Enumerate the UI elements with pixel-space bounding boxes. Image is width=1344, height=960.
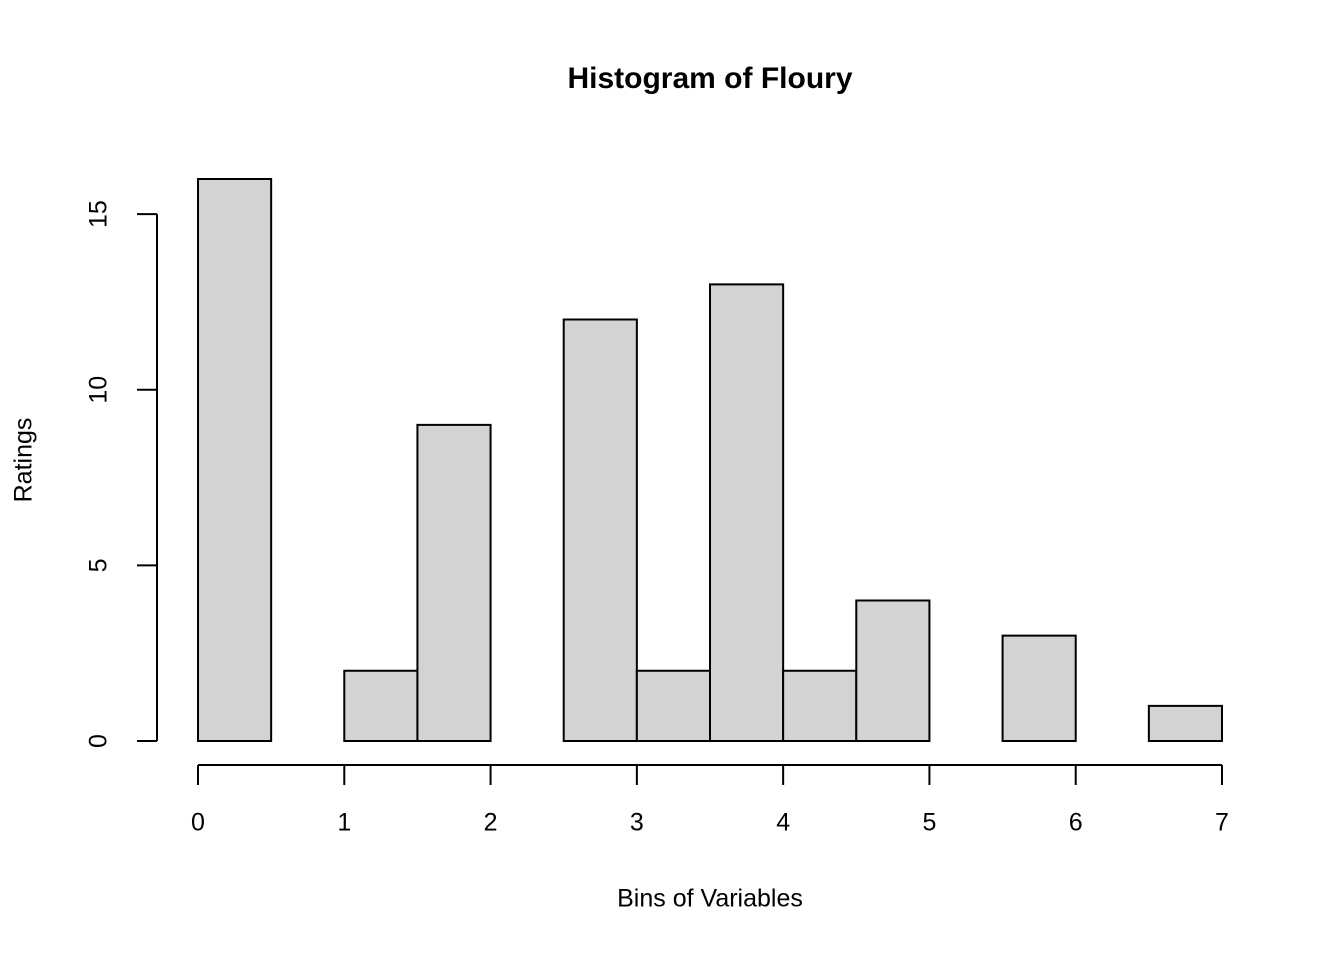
bar bbox=[416, 423, 492, 742]
x-tick-label: 4 bbox=[776, 809, 790, 837]
x-axis-label: Bins of Variables bbox=[617, 885, 803, 913]
y-tick-label: 10 bbox=[85, 376, 113, 404]
bar bbox=[635, 669, 711, 742]
bar bbox=[1001, 634, 1077, 742]
y-tick-label: 15 bbox=[85, 200, 113, 228]
y-axis-label: Ratings bbox=[10, 418, 38, 503]
chart-title: Histogram of Floury bbox=[567, 62, 852, 95]
bar bbox=[1147, 704, 1224, 742]
bar bbox=[855, 599, 931, 742]
y-tick-label: 0 bbox=[85, 734, 113, 748]
bar bbox=[782, 669, 858, 742]
bar bbox=[197, 178, 273, 742]
bar bbox=[343, 669, 419, 742]
y-tick-label: 5 bbox=[85, 558, 113, 572]
bar bbox=[709, 283, 785, 742]
x-tick-label: 2 bbox=[484, 809, 498, 837]
x-tick-label: 7 bbox=[1215, 809, 1229, 837]
x-tick-label: 3 bbox=[630, 809, 644, 837]
x-tick-label: 6 bbox=[1069, 809, 1083, 837]
x-tick-label: 1 bbox=[337, 809, 351, 837]
x-tick-label: 0 bbox=[191, 809, 205, 837]
x-tick-label: 5 bbox=[922, 809, 936, 837]
bar bbox=[562, 318, 638, 742]
